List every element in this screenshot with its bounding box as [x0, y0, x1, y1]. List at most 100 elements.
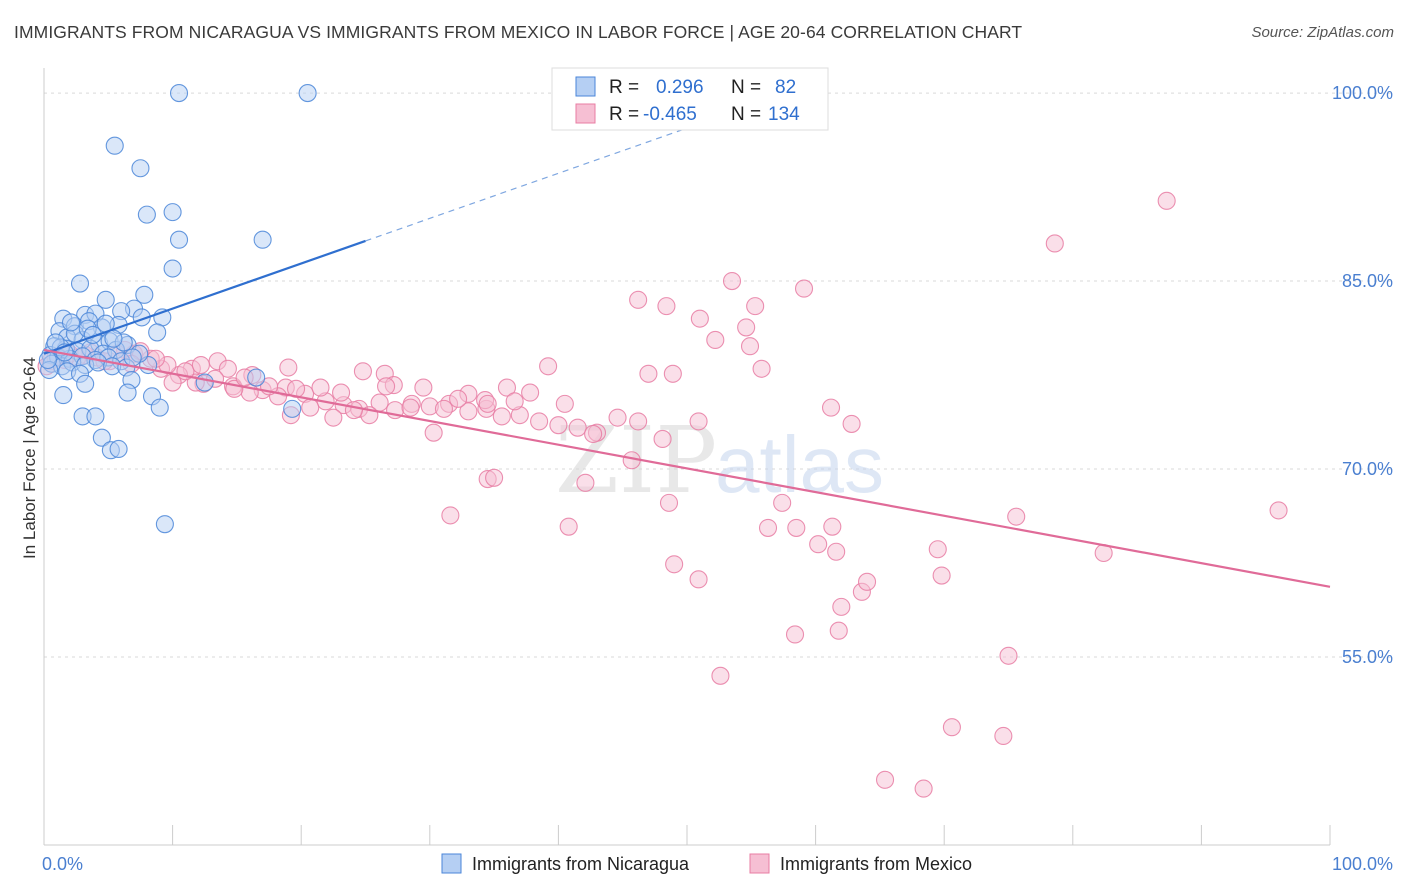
point-mexico-123	[829, 621, 848, 640]
point-nicaragua-53	[118, 383, 137, 402]
point-mexico-6	[657, 297, 676, 316]
point-nicaragua-8	[163, 259, 182, 278]
trend-line-nicaragua	[43, 239, 366, 355]
point-mexico-134	[441, 506, 460, 525]
legend-n-value-1: 82	[775, 77, 796, 98]
point-mexico-102	[659, 493, 679, 512]
watermark-atlas: atlas	[715, 420, 884, 509]
point-mexico-3	[722, 271, 742, 291]
point-mexico-100	[555, 394, 574, 413]
watermark: ZIP atlas	[555, 407, 884, 514]
point-mexico-53	[549, 416, 568, 435]
series-nicaragua-points	[38, 84, 317, 534]
point-nicaragua-7	[253, 230, 272, 249]
point-mexico-114	[773, 493, 792, 512]
point-mexico-117	[827, 542, 846, 561]
point-mexico-118	[832, 597, 851, 616]
point-nicaragua-63	[195, 373, 214, 392]
legend-swatch-nicaragua	[575, 76, 596, 97]
point-mexico-116	[809, 535, 828, 554]
point-mexico-127	[711, 666, 730, 685]
point-mexico-113	[787, 518, 806, 537]
bottom-legend-swatch-nicaragua	[441, 853, 462, 874]
point-mexico-9	[737, 318, 756, 337]
point-mexico-85	[434, 399, 453, 418]
point-mexico-50	[492, 407, 511, 426]
chart-title: IMMIGRANTS FROM NICARAGUA VS IMMIGRANTS …	[14, 22, 1023, 42]
legend-box	[551, 67, 829, 131]
point-mexico-54	[568, 418, 587, 437]
legend-r-value-2: -0.465	[643, 104, 697, 125]
point-mexico-101	[584, 424, 603, 443]
point-mexico-7	[746, 297, 765, 316]
point-mexico-111	[663, 364, 682, 383]
point-nicaragua-51	[76, 374, 95, 393]
point-nicaragua-0	[169, 84, 189, 103]
point-nicaragua-77	[61, 313, 81, 332]
point-nicaragua-6	[169, 230, 189, 249]
point-mexico-61	[497, 378, 517, 397]
point-mexico-11	[740, 337, 760, 356]
point-mexico-92	[301, 398, 320, 417]
point-mexico-105	[576, 473, 595, 492]
point-nicaragua-81	[148, 323, 167, 342]
point-nicaragua-55	[150, 398, 169, 417]
point-nicaragua-4	[137, 205, 156, 224]
point-mexico-59	[689, 412, 708, 431]
point-mexico-17	[218, 359, 237, 378]
point-mexico-132	[1007, 507, 1026, 526]
point-mexico-119	[928, 540, 947, 559]
legend-r-label-2: R =	[609, 104, 639, 125]
y-tick-label-2: 70.0%	[1342, 459, 1393, 479]
point-nicaragua-5	[163, 203, 182, 222]
trend-line-nicaragua-extension	[365, 127, 688, 242]
point-nicaragua-62	[247, 368, 266, 387]
point-mexico-90	[332, 383, 351, 402]
point-mexico-1	[1157, 191, 1176, 210]
y-tick-label-1: 85.0%	[1342, 271, 1393, 291]
point-nicaragua-60	[109, 439, 128, 459]
axes	[43, 68, 1331, 846]
legend-r-label-1: R =	[609, 77, 639, 98]
y-axis-title: In Labor Force | Age 20-64	[20, 357, 39, 559]
point-nicaragua-52	[54, 386, 73, 405]
point-mexico-10	[706, 330, 725, 350]
point-mexico-5	[629, 290, 648, 309]
point-mexico-108	[689, 570, 708, 589]
point-mexico-89	[344, 401, 363, 420]
correlation-legend: R = 0.296 N = 82 R = -0.465 N = 134	[551, 67, 829, 131]
point-mexico-58	[653, 429, 672, 449]
point-mexico-64	[401, 398, 420, 417]
point-mexico-135	[559, 517, 578, 536]
point-mexico-14	[639, 364, 658, 383]
point-nicaragua-2	[105, 136, 124, 155]
point-nicaragua-58	[92, 428, 111, 447]
point-mexico-56	[608, 408, 627, 427]
point-mexico-129	[942, 718, 961, 737]
point-mexico-130	[914, 779, 933, 798]
legend-n-value-2: 134	[768, 104, 800, 125]
series-legend: Immigrants from Nicaragua Immigrants fro…	[441, 853, 972, 874]
source-label: Source: ZipAtlas.com	[1251, 24, 1394, 41]
point-mexico-97	[191, 355, 210, 375]
point-nicaragua-79	[38, 350, 57, 370]
point-mexico-98	[478, 394, 497, 413]
point-nicaragua-74	[123, 348, 142, 367]
point-mexico-131	[994, 726, 1013, 746]
point-nicaragua-3	[131, 159, 150, 178]
bottom-legend-label-nicaragua: Immigrants from Nicaragua	[472, 854, 690, 874]
point-mexico-120	[785, 625, 805, 644]
point-nicaragua-11	[135, 285, 154, 304]
bottom-legend-label-mexico: Immigrants from Mexico	[780, 854, 972, 874]
y-tick-labels: 100.0% 85.0% 70.0% 55.0%	[1332, 83, 1393, 667]
point-nicaragua-71	[104, 329, 123, 348]
point-mexico-83	[449, 389, 468, 408]
point-mexico-104	[485, 468, 504, 487]
point-nicaragua-9	[70, 274, 90, 293]
legend-r-value-1: 0.296	[656, 77, 704, 98]
trend-lines	[43, 127, 1331, 588]
point-mexico-86	[414, 378, 433, 397]
point-mexico-124	[999, 646, 1018, 665]
point-mexico-4	[794, 279, 814, 298]
